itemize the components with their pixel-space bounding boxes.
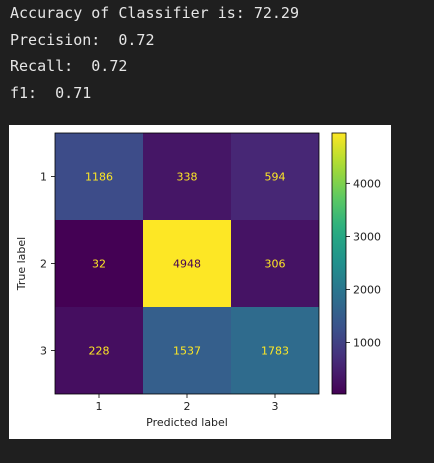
cm-value-1-2: 338 <box>177 171 198 184</box>
cm-cell-3-1 <box>55 307 143 394</box>
cm-value-3-3: 1783 <box>261 345 289 358</box>
cm-value-2-2: 4948 <box>173 258 201 271</box>
precision-line: Precision: 0.72 <box>10 30 155 49</box>
colorbar-tick-label-4000: 4000 <box>353 177 381 190</box>
x-tick-label-1: 1 <box>96 400 103 413</box>
y-tick-label-2: 2 <box>40 258 47 271</box>
cm-value-1-1: 1186 <box>85 171 113 184</box>
f1-line: f1: 0.71 <box>10 83 92 102</box>
cm-cell-2-3 <box>231 220 319 307</box>
y-tick-label-1: 1 <box>40 171 47 184</box>
accuracy-line: Accuracy of Classifier is: 72.29 <box>10 4 299 22</box>
cm-cell-1-3 <box>231 133 319 220</box>
cm-cell-3-3 <box>231 307 319 394</box>
y-tick-label-3: 3 <box>40 345 47 358</box>
confusion-matrix-figure: 1186 338 594 32 4948 306 228 1537 1783 1 2 3 1 2 3 Pred… <box>9 125 391 439</box>
cm-cell-3-2 <box>143 307 231 394</box>
recall-line: Recall: 0.72 <box>10 57 128 75</box>
y-axis-label: True label <box>15 237 28 291</box>
colorbar <box>331 132 347 395</box>
x-tick-label-2: 2 <box>184 400 191 413</box>
cm-value-3-2: 1537 <box>173 345 201 358</box>
cm-cell-2-2 <box>143 220 231 307</box>
x-tick-label-3: 3 <box>272 400 279 413</box>
cm-value-2-3: 306 <box>265 258 286 271</box>
cm-cell-1-1 <box>55 133 143 220</box>
cm-value-2-1: 32 <box>92 258 106 271</box>
cm-cell-2-1 <box>55 220 143 307</box>
output-text: Accuracy of Classifier is: 72.29 Precisi… <box>10 2 299 108</box>
cm-value-3-1: 228 <box>89 345 110 358</box>
confusion-matrix-chart: 1186 338 594 32 4948 306 228 1537 1783 1 2 3 1 2 3 Pred… <box>15 132 381 429</box>
colorbar-tick-label-1000: 1000 <box>353 337 381 350</box>
colorbar-tick-label-3000: 3000 <box>353 230 381 243</box>
cm-value-1-3: 594 <box>265 171 286 184</box>
colorbar-tick-label-2000: 2000 <box>353 284 381 297</box>
cm-cell-1-2 <box>143 133 231 220</box>
x-axis-label: Predicted label <box>146 416 228 429</box>
